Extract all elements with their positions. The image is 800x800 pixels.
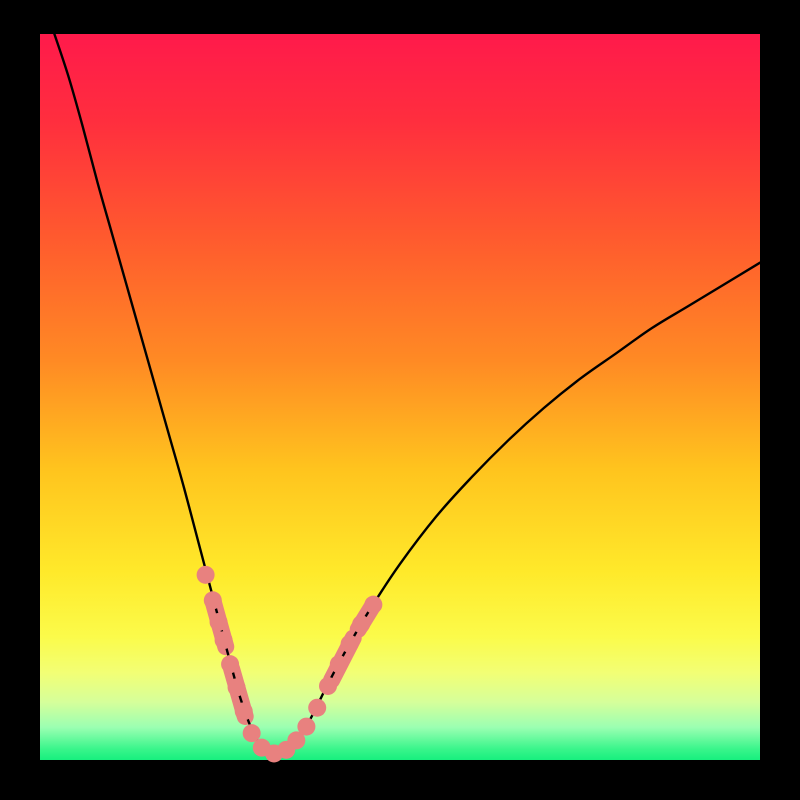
marker-dot: [197, 566, 215, 584]
marker-dot: [364, 596, 382, 614]
marker-dot: [341, 635, 359, 653]
marker-dot: [221, 655, 239, 673]
marker-dot: [352, 615, 370, 633]
plot-background: [40, 34, 760, 760]
marker-dot: [204, 591, 222, 609]
marker-dot: [319, 677, 337, 695]
bottleneck-chart: [0, 0, 800, 800]
marker-dot: [243, 724, 261, 742]
marker-dot: [330, 655, 348, 673]
marker-dot: [308, 699, 326, 717]
marker-dot: [235, 702, 253, 720]
marker-dot: [210, 613, 228, 631]
marker-dot: [297, 718, 315, 736]
marker-dot: [228, 678, 246, 696]
marker-dot: [215, 631, 233, 649]
